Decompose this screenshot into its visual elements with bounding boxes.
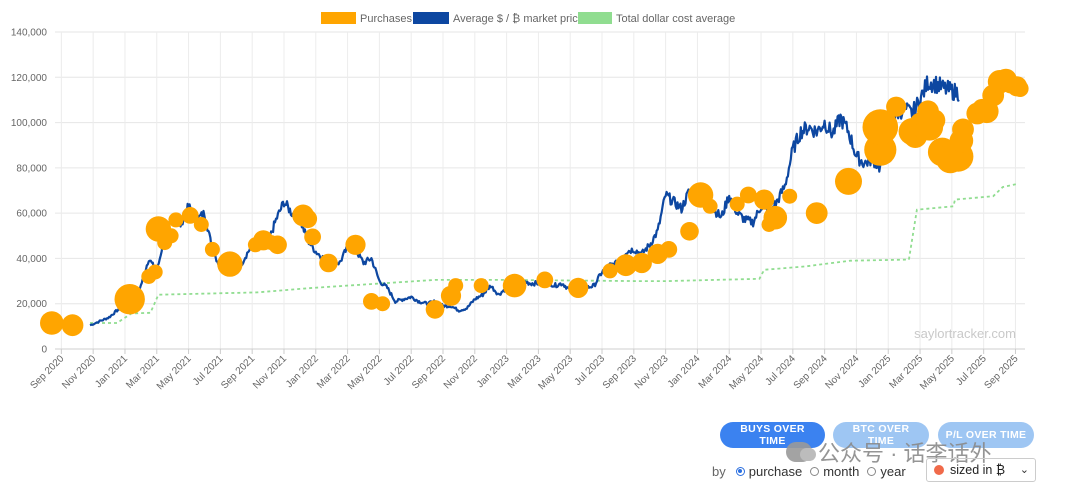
purchase-bubble[interactable] [835,167,862,195]
purchase-bubble[interactable] [304,228,321,246]
x-tick-label: Nov 2021 [251,353,289,391]
legend-label: Purchases [360,13,412,25]
purchase-bubble[interactable] [631,252,652,274]
purchase-bubble[interactable] [61,314,84,337]
purchase-bubble[interactable] [739,186,757,204]
x-tick-label: Nov 2023 [633,353,671,391]
radio-month-label: month [823,463,860,479]
radio-icon[interactable] [867,466,877,476]
x-tick-label: May 2024 [727,353,766,392]
purchase-bubble[interactable] [763,205,788,230]
y-tick-label: 80,000 [16,163,47,174]
cost-average-line [90,182,1019,324]
x-tick-label: Nov 2020 [60,353,98,391]
pl-over-time-button[interactable]: P/L OVER TIME [938,422,1034,448]
purchase-bubble[interactable] [217,251,243,277]
y-tick-label: 120,000 [11,73,48,84]
legend-swatch [413,12,449,24]
purchase-bubble[interactable] [782,188,798,204]
purchase-bubble[interactable] [425,300,445,319]
radio-icon[interactable] [810,466,820,476]
purchase-bubble[interactable] [298,209,318,229]
purchase-bubble[interactable] [602,263,618,279]
purchase-bubble[interactable] [615,254,637,277]
radio-purchase[interactable]: purchase [735,463,803,479]
size-dot-icon [934,465,944,475]
btc-over-time-button[interactable]: BTC OVER TIME [833,422,929,448]
chart-legend[interactable]: Purchases Average $ / ₿ market price Total… [321,12,735,25]
chart-canvas: Purchases Average $ / ₿ market price Total… [11,12,1029,392]
y-axis: 0 20,000 40,000 60,000 80,000 100,000 120,000 1… [11,28,48,356]
radio-month[interactable]: month [810,464,859,479]
purchase-bubble[interactable] [754,189,775,210]
y-tick-label: 140,000 [11,28,48,39]
purchase-bubble[interactable] [536,271,554,289]
purchase-bubble[interactable] [268,235,287,255]
purchase-bubble[interactable] [702,198,718,214]
buys-over-time-button[interactable]: BUYS OVER TIME [720,422,825,448]
purchase-bubble[interactable] [375,296,391,312]
size-select[interactable]: sized in ₿ ⌄ [926,458,1036,482]
purchase-bubble[interactable] [319,253,338,273]
purchase-bubble[interactable] [805,202,828,225]
purchase-bubble[interactable] [680,222,699,241]
legend-swatch [321,12,356,24]
radio-year[interactable]: year [867,463,906,479]
y-tick-label: 20,000 [16,299,47,310]
x-tick-label: May 2022 [346,353,385,392]
legend-swatch [578,12,612,24]
radio-icon-selected[interactable] [735,466,745,476]
purchase-bubble[interactable] [862,109,899,145]
purchases-series[interactable] [40,68,1029,337]
purchase-bubble[interactable] [660,241,678,258]
purchase-bubble[interactable] [448,278,464,294]
size-select-value: sized in ₿ [950,463,1006,477]
purchase-bubble[interactable] [886,96,907,117]
purchase-bubble[interactable] [345,234,366,255]
purchase-bubble[interactable] [163,228,179,244]
x-tick-label: May 2025 [918,353,957,392]
purchase-bubble[interactable] [502,273,527,298]
overlay-text: 公众号 · 话李话外 [818,441,992,466]
y-tick-label: 0 [41,345,47,356]
y-tick-label: 100,000 [11,118,48,129]
wechat-overlay: 公众号 · 话李话外 [786,436,992,468]
grouping-controls: by purchase month year [712,460,914,482]
purchase-bubble[interactable] [181,207,199,224]
average-cost-series [90,182,1019,324]
x-tick-label: Nov 2024 [824,353,862,391]
purchase-bubble[interactable] [147,264,163,280]
radio-purchase-label: purchase [748,463,803,479]
radio-year-label: year [880,463,906,479]
x-tick-label: May 2021 [155,353,194,392]
purchase-bubble[interactable] [40,311,64,335]
watermark-text: saylortracker.com [914,326,1016,341]
by-label: by [712,463,726,479]
purchase-bubble[interactable] [204,241,220,257]
y-tick-label: 60,000 [16,209,47,220]
wechat-icon [786,442,816,462]
purchase-bubble[interactable] [473,278,489,294]
purchase-bubble[interactable] [168,212,184,228]
x-tick-label: May 2023 [536,353,575,392]
chart-grid [55,31,1025,350]
chevron-down-icon[interactable]: ⌄ [1019,464,1029,476]
purchase-bubble[interactable] [193,217,209,232]
purchase-bubble[interactable] [729,196,745,212]
legend-label: Average $ / ₿ market price [453,13,584,25]
y-tick-label: 40,000 [16,254,47,265]
purchase-bubble[interactable] [568,277,589,298]
legend-label: Total dollar cost average [616,13,735,25]
x-tick-label: Sep 2025 [983,353,1021,391]
x-tick-label: Nov 2022 [442,353,480,391]
purchase-bubble[interactable] [1011,80,1029,97]
purchase-bubble[interactable] [114,284,145,315]
purchase-bubble[interactable] [923,109,946,132]
purchase-bubble[interactable] [952,118,974,141]
